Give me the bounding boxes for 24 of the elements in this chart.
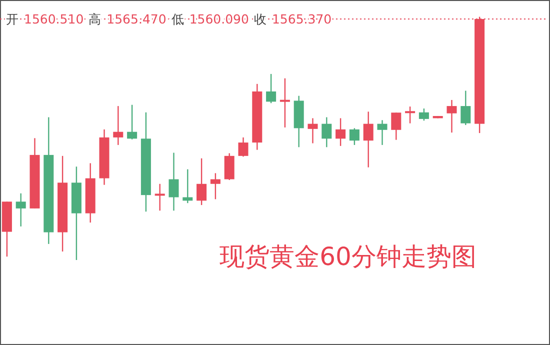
candlestick [446, 99, 457, 134]
candlestick [266, 73, 276, 104]
candlestick [322, 116, 332, 148]
candlestick [238, 136, 248, 158]
candlestick [349, 128, 360, 146]
candlestick [418, 108, 429, 122]
annotation: 现货黄金60分钟走势图 [220, 242, 476, 271]
candlestick [405, 106, 416, 124]
candlestick [377, 120, 388, 146]
candlestick [391, 112, 402, 140]
candlestick [336, 118, 346, 147]
candlestick [154, 183, 165, 212]
candlestick [168, 152, 179, 212]
candlestick [224, 152, 234, 181]
candlestick [196, 158, 207, 206]
candlestick [113, 105, 124, 146]
candlestick [280, 78, 290, 128]
candlestick [460, 90, 471, 126]
candlestick [363, 111, 374, 168]
candlestick [16, 192, 26, 228]
candlestick [210, 172, 220, 200]
candlestick [308, 118, 318, 144]
ref-line-label: 开 1560.510 高 1565.470 低 1560.090 收 1565.370 [6, 11, 332, 26]
candlestick [127, 104, 138, 140]
